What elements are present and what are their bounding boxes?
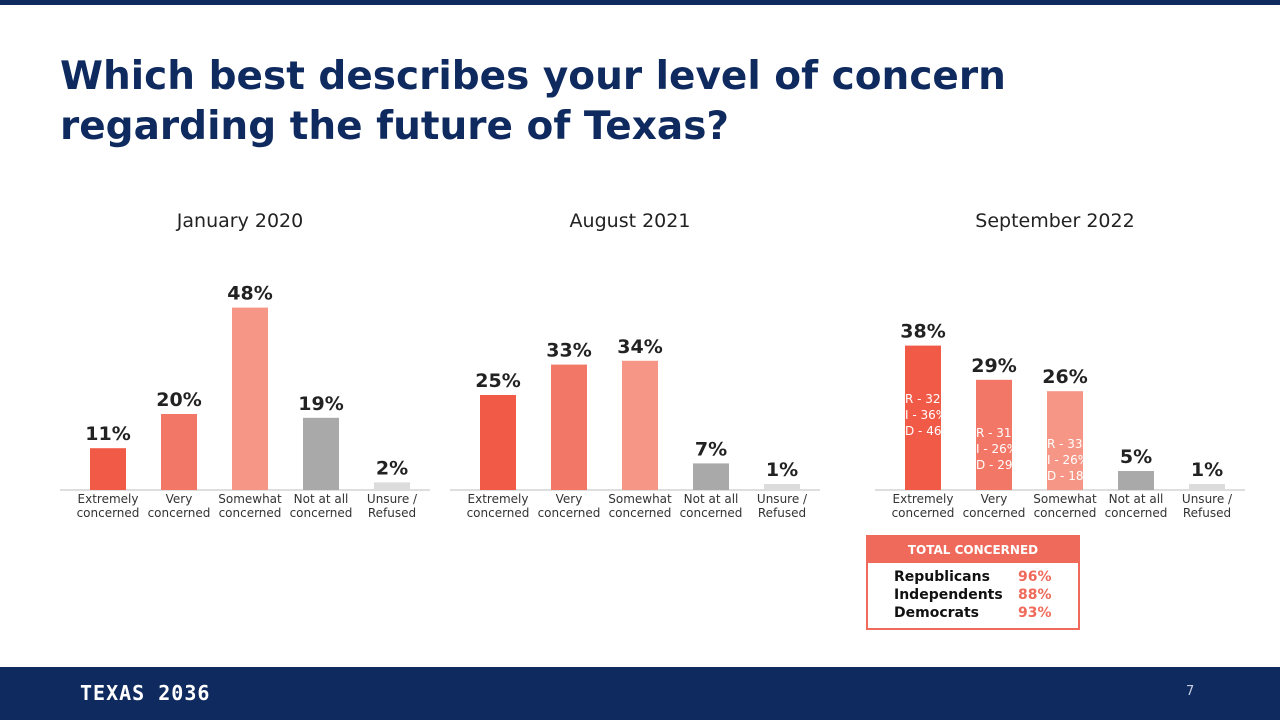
chart-svg: 38% 29% 26% 5% 1% (875, 321, 1245, 491)
bar-somewhat-concerned (1047, 391, 1083, 490)
value-label-extremely-concerned: 11% (85, 423, 130, 445)
bar-not-at-all-concerned (1118, 471, 1154, 490)
category-label-not-at-all-concerned: Not at all concerned (1104, 492, 1168, 520)
party-value: 96% (1018, 569, 1052, 585)
value-label-somewhat-concerned: 26% (1042, 366, 1087, 388)
texas-2036-logo: TEXAS 2036 (80, 681, 211, 705)
page-title: Which best describes your level of conce… (60, 54, 1006, 149)
value-label-not-at-all-concerned: 5% (1120, 446, 1152, 468)
value-label-somewhat-concerned: 34% (617, 336, 662, 358)
footer-bar (0, 667, 1280, 720)
top-accent-bar (0, 0, 1280, 5)
value-label-extremely-concerned: 38% (900, 321, 945, 343)
party-breakdown-line: R - 32% (905, 391, 941, 406)
category-label-unsure-refused: Unsure / Refused (366, 492, 418, 520)
bar-very-concerned (161, 414, 197, 490)
bar-unsure-refused (374, 482, 410, 490)
value-label-somewhat-concerned: 48% (227, 283, 272, 305)
chart-title: September 2022 (975, 210, 1135, 232)
value-label-unsure-refused: 2% (376, 457, 408, 479)
bar-extremely-concerned (90, 448, 126, 490)
chart-svg: 11% 20% 48% 19% 2% (60, 283, 430, 491)
bar-extremely-concerned (905, 345, 941, 490)
chart-august-2021: August 2021 25% 33% 34% 7% 1% Extremely conc… (435, 200, 825, 540)
total-row-independents: Independents 88% (868, 587, 1078, 605)
category-label-extremely-concerned: Extremely concerned (76, 492, 140, 520)
chart-svg: 25% 33% 34% 7% 1% (450, 336, 820, 491)
category-label-extremely-concerned: Extremely concerned (466, 492, 530, 520)
chart-title: August 2021 (569, 210, 691, 232)
category-label-somewhat-concerned: Somewhat concerned (1033, 492, 1097, 520)
party-value: 93% (1018, 605, 1052, 621)
value-label-very-concerned: 29% (971, 355, 1016, 377)
bar-not-at-all-concerned (303, 417, 339, 490)
category-label-unsure-refused: Unsure / Refused (756, 492, 808, 520)
chart-title: January 2020 (176, 210, 304, 232)
party-breakdown-line: D - 29% (976, 457, 1012, 472)
party-breakdown-line: D - 18% (1047, 469, 1083, 484)
party-breakdown-line: I - 36% (905, 407, 941, 422)
party-breakdown-line: R - 31% (976, 425, 1012, 440)
party-breakdown-extremely-concerned: R - 32%I - 36%D - 46% (905, 391, 941, 439)
bar-extremely-concerned (480, 395, 516, 490)
category-label-very-concerned: Very concerned (962, 492, 1026, 520)
party-label: Republicans (894, 569, 990, 585)
bar-very-concerned (551, 364, 587, 490)
chart-september-2022: September 2022 38% 29% 26% 5% 1% Extremely c… (860, 200, 1250, 540)
chart-january-2020: January 2020 11% 20% 48% 19% 2% Extremely co… (45, 200, 435, 540)
party-label: Democrats (894, 605, 979, 621)
party-breakdown-line: I - 26% (1047, 453, 1083, 468)
party-label: Independents (894, 587, 1003, 603)
total-row-republicans: Republicans 96% (868, 569, 1078, 587)
value-label-not-at-all-concerned: 7% (695, 438, 727, 460)
category-label-extremely-concerned: Extremely concerned (891, 492, 955, 520)
party-breakdown-line: D - 46% (905, 423, 941, 438)
bar-somewhat-concerned (622, 360, 658, 490)
value-label-very-concerned: 33% (546, 340, 591, 362)
bar-not-at-all-concerned (693, 463, 729, 490)
page-number: 7 (1186, 684, 1195, 699)
total-row-democrats: Democrats 93% (868, 605, 1078, 623)
value-label-not-at-all-concerned: 19% (298, 393, 343, 415)
category-label-very-concerned: Very concerned (537, 492, 601, 520)
value-label-unsure-refused: 1% (1191, 459, 1223, 481)
value-label-extremely-concerned: 25% (475, 370, 520, 392)
category-label-somewhat-concerned: Somewhat concerned (608, 492, 672, 520)
party-breakdown-somewhat-concerned: R - 33%I - 26%D - 18% (1047, 436, 1083, 484)
category-label-not-at-all-concerned: Not at all concerned (679, 492, 743, 520)
value-label-very-concerned: 20% (156, 389, 201, 411)
category-label-very-concerned: Very concerned (147, 492, 211, 520)
party-breakdown-line: I - 26% (976, 441, 1012, 456)
party-value: 88% (1018, 587, 1052, 603)
bar-very-concerned (976, 379, 1012, 490)
bar-unsure-refused (1189, 484, 1225, 490)
category-label-not-at-all-concerned: Not at all concerned (289, 492, 353, 520)
category-label-unsure-refused: Unsure / Refused (1181, 492, 1233, 520)
party-breakdown-line: R - 33% (1047, 437, 1083, 452)
total-concerned-heading: TOTAL CONCERNED (868, 537, 1078, 563)
party-breakdown-very-concerned: R - 31%I - 26%D - 29% (976, 425, 1012, 473)
category-label-somewhat-concerned: Somewhat concerned (218, 492, 282, 520)
total-concerned-box: TOTAL CONCERNED Republicans 96% Independ… (866, 535, 1080, 630)
bar-somewhat-concerned (232, 307, 268, 490)
value-label-unsure-refused: 1% (766, 459, 798, 481)
bar-unsure-refused (764, 484, 800, 490)
